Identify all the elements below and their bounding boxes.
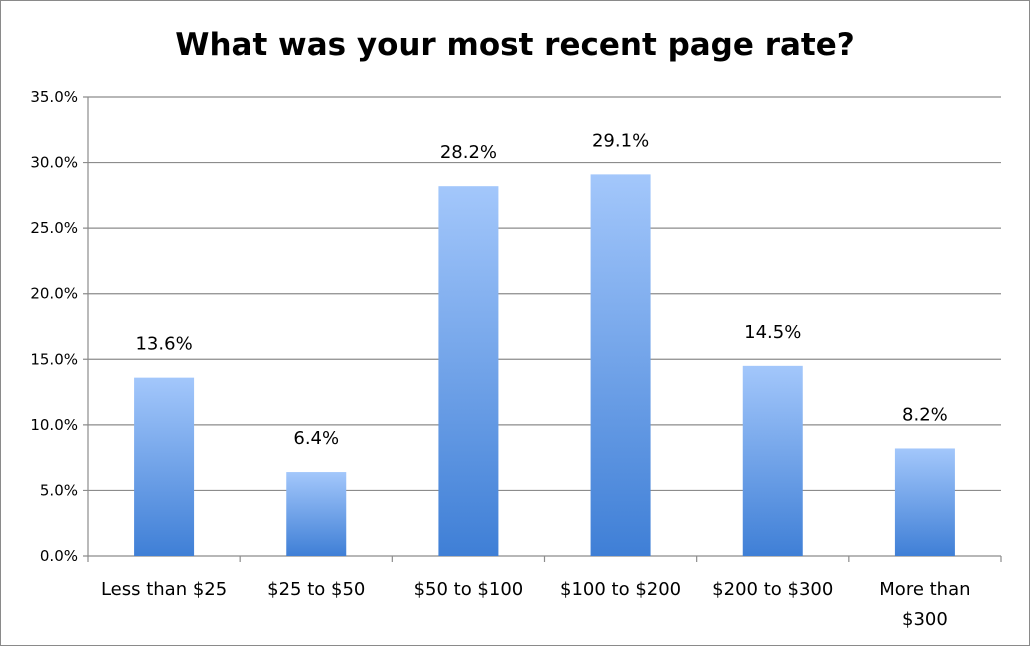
data-labels: 13.6% 6.4% 28.2% 29.1% 14.5% 8.2% (135, 130, 947, 449)
bar (286, 472, 347, 556)
category-label: $300 (902, 609, 948, 630)
y-axis-ticks: 0.0% 5.0% 10.0% 15.0% 20.0% 25.0% 30.0% 35.0% (30, 88, 78, 565)
gridlines (83, 96, 1002, 562)
category-label: Less than $25 (101, 579, 227, 600)
data-label: 6.4% (293, 428, 339, 449)
x-axis-categories: Less than $25 $25 to $50 $50 to $100 $100 t… (101, 579, 971, 630)
bar (438, 186, 499, 557)
y-tick-label: 30.0% (30, 154, 78, 172)
y-tick-label: 20.0% (30, 285, 78, 303)
category-label: $200 to $300 (712, 579, 833, 600)
bar (894, 448, 955, 556)
y-tick-label: 25.0% (30, 219, 78, 237)
y-tick-label: 5.0% (40, 481, 78, 499)
chart-title: What was your most recent page rate? (175, 27, 855, 63)
category-label: $50 to $100 (414, 579, 524, 600)
data-label: 8.2% (902, 404, 948, 425)
category-label: More than (879, 579, 970, 600)
data-label: 29.1% (592, 130, 649, 151)
y-tick-label: 0.0% (40, 547, 78, 565)
y-tick-label: 10.0% (30, 416, 78, 434)
data-label: 28.2% (440, 142, 497, 163)
bar (134, 377, 195, 556)
bar (742, 365, 803, 556)
bars (134, 174, 955, 557)
y-tick-label: 15.0% (30, 350, 78, 368)
bar (590, 174, 651, 557)
data-label: 14.5% (744, 322, 801, 343)
y-tick-label: 35.0% (30, 88, 78, 106)
data-label: 13.6% (135, 334, 192, 355)
category-label: $100 to $200 (560, 579, 681, 600)
category-label: $25 to $50 (267, 579, 365, 600)
